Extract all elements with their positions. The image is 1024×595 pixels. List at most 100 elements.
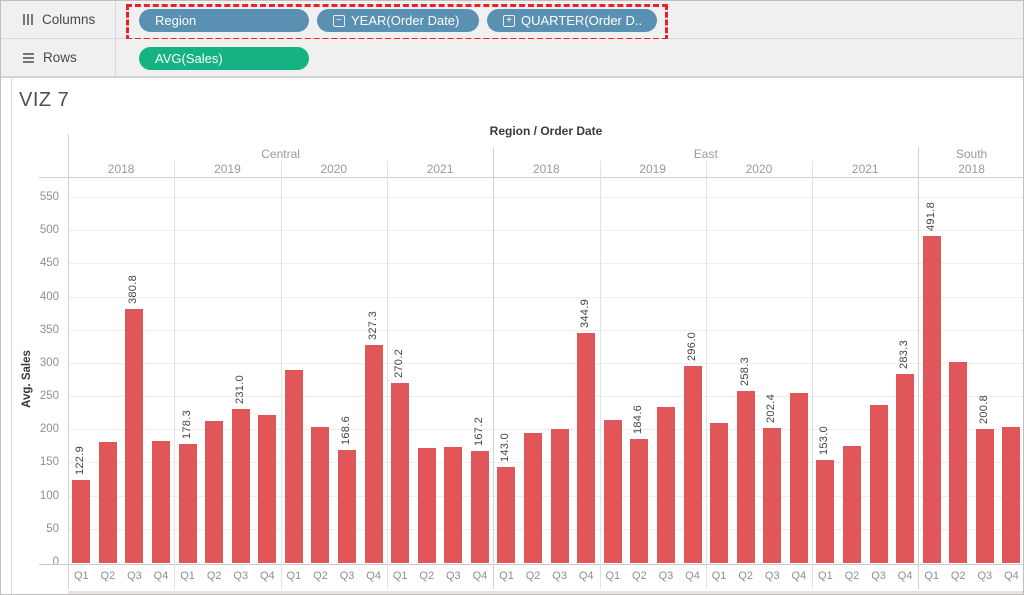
bar-central-2020-q2[interactable] xyxy=(311,426,330,563)
worksheet-separator xyxy=(1,77,1023,78)
header-underline xyxy=(39,177,1023,178)
bar-central-2021-q3[interactable] xyxy=(444,447,463,563)
bar-south-2018-q2[interactable] xyxy=(949,362,968,563)
collapse-minus-icon[interactable]: − xyxy=(333,14,345,27)
bar-east-2019-q2[interactable] xyxy=(630,439,649,563)
region-divider xyxy=(493,147,495,589)
y-tick-400: 400 xyxy=(39,290,59,303)
bar-south-2018-q4[interactable] xyxy=(1002,427,1021,563)
y-axis-title: Avg. Sales xyxy=(21,350,33,408)
pill-quarter-order-date[interactable]: + QUARTER(Order D.. xyxy=(487,9,657,32)
y-tick-150: 150 xyxy=(39,456,59,469)
x-tick-quarter: Q4 xyxy=(366,570,381,582)
x-tick-quarter: Q4 xyxy=(897,570,913,582)
bar-central-2020-q3[interactable] xyxy=(338,450,357,563)
gridline-400 xyxy=(68,296,1023,298)
x-tick-quarter: Q3 xyxy=(552,570,567,582)
x-tick-quarter: Q1 xyxy=(818,570,833,582)
x-tick-quarter: Q2 xyxy=(525,570,541,582)
gridline-250 xyxy=(68,396,1023,398)
region-divider xyxy=(918,147,920,589)
bar-central-2018-q3[interactable] xyxy=(125,309,144,563)
columns-shelf[interactable]: Columns Region − YEAR(Order Date) + QUAR… xyxy=(1,1,1023,41)
expand-plus-icon[interactable]: + xyxy=(503,14,515,27)
bar-central-2021-q4[interactable] xyxy=(470,451,489,563)
x-tick-quarter: Q3 xyxy=(339,570,355,582)
bar-south-2018-q1[interactable] xyxy=(922,235,941,563)
bar-east-2021-q1[interactable] xyxy=(816,460,835,563)
bar-central-2018-q2[interactable] xyxy=(98,441,117,563)
year-label-central-2021: 2021 xyxy=(426,162,454,176)
bar-east-2020-q1[interactable] xyxy=(710,422,729,563)
bar-central-2019-q1[interactable] xyxy=(178,443,197,563)
pill-region[interactable]: Region xyxy=(139,9,309,32)
bar-east-2021-q4[interactable] xyxy=(896,373,915,563)
x-tick-quarter: Q1 xyxy=(180,570,195,582)
columns-icon xyxy=(23,14,33,25)
bar-central-2021-q2[interactable] xyxy=(417,447,436,563)
x-tick-quarter: Q2 xyxy=(419,570,435,582)
x-tick-quarter: Q3 xyxy=(658,570,674,582)
x-tick-quarter: Q2 xyxy=(100,570,116,582)
y-tick-50: 50 xyxy=(46,522,59,535)
bar-east-2020-q2[interactable] xyxy=(736,390,755,563)
year-label-central-2020: 2020 xyxy=(320,162,348,176)
bar-east-2021-q3[interactable] xyxy=(869,404,888,563)
bar-east-2018-q4[interactable] xyxy=(577,333,596,563)
bar-central-2018-q4[interactable] xyxy=(152,440,170,563)
year-divider xyxy=(174,161,176,589)
x-tick-quarter: Q4 xyxy=(685,570,700,582)
x-axis-line xyxy=(39,564,1023,565)
bar-east-2020-q4[interactable] xyxy=(789,393,808,563)
pill-year-order-date[interactable]: − YEAR(Order Date) xyxy=(317,9,479,32)
x-tick-quarter: Q1 xyxy=(711,570,727,582)
bar-central-2018-q1[interactable] xyxy=(72,480,91,563)
bar-value-label: 283.3 xyxy=(898,339,911,369)
chart-title: Region / Order Date xyxy=(489,124,603,138)
x-tick-quarter: Q1 xyxy=(73,570,89,582)
bar-east-2018-q3[interactable] xyxy=(550,428,569,563)
x-tick-quarter: Q3 xyxy=(764,570,780,582)
x-tick-quarter: Q3 xyxy=(445,570,461,582)
bar-east-2020-q3[interactable] xyxy=(763,427,782,563)
x-tick-quarter: Q3 xyxy=(977,570,993,582)
bar-east-2021-q2[interactable] xyxy=(842,445,861,563)
bar-central-2019-q3[interactable] xyxy=(231,408,250,563)
bar-value-label: 231.0 xyxy=(233,374,246,404)
bar-east-2019-q1[interactable] xyxy=(603,419,622,563)
rows-shelf[interactable]: Rows AVG(Sales) xyxy=(1,39,1023,77)
bar-central-2020-q4[interactable] xyxy=(364,344,383,563)
bar-east-2018-q2[interactable] xyxy=(524,433,543,563)
bar-central-2020-q1[interactable] xyxy=(284,370,303,563)
bar-east-2018-q1[interactable] xyxy=(497,467,516,563)
bar-value-label: 270.2 xyxy=(393,348,406,378)
x-tick-quarter: Q2 xyxy=(738,570,753,582)
bar-central-2021-q1[interactable] xyxy=(391,382,410,563)
bar-value-label: 184.6 xyxy=(632,405,645,435)
bar-central-2019-q4[interactable] xyxy=(258,415,277,563)
bar-east-2019-q3[interactable] xyxy=(656,407,675,563)
rows-shelf-label-cell: Rows xyxy=(1,39,116,76)
bar-east-2019-q4[interactable] xyxy=(683,365,702,563)
pill-year-order-date-label: YEAR(Order Date) xyxy=(351,13,460,28)
year-label-east-2021: 2021 xyxy=(851,162,879,176)
x-tick-quarter: Q2 xyxy=(844,570,860,582)
columns-shelf-label-cell: Columns xyxy=(1,1,116,38)
year-label-central-2018: 2018 xyxy=(107,162,135,176)
bar-value-label: 153.0 xyxy=(818,426,831,456)
bar-south-2018-q3[interactable] xyxy=(975,428,994,563)
worksheet-left-border xyxy=(11,78,12,594)
year-divider xyxy=(386,161,388,589)
y-axis-line xyxy=(68,134,69,589)
x-tick-quarter: Q1 xyxy=(392,570,408,582)
pill-avg-sales[interactable]: AVG(Sales) xyxy=(139,47,309,70)
y-tick-500: 500 xyxy=(39,224,59,237)
bar-value-label: 491.8 xyxy=(924,201,937,231)
pill-quarter-order-date-label: QUARTER(Order D.. xyxy=(521,13,643,28)
pill-region-label: Region xyxy=(155,13,197,28)
bar-value-label: 327.3 xyxy=(366,310,379,340)
y-tick-450: 450 xyxy=(39,257,59,270)
bar-central-2019-q2[interactable] xyxy=(205,421,224,563)
